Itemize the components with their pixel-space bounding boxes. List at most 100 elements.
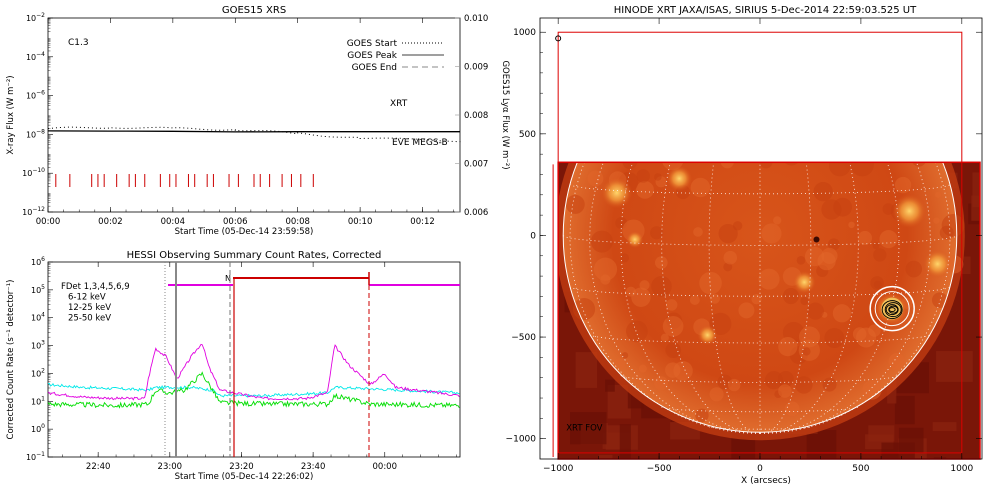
disk-texture <box>841 56 853 68</box>
flare-contour <box>885 304 899 316</box>
corona-patch <box>575 352 598 388</box>
corona-patch <box>972 172 980 208</box>
xrt-xlabel: X (arcsecs) <box>741 476 791 486</box>
xrt-y-tick-label: 500 <box>519 130 536 140</box>
goes-y-tick-label: 10−4 <box>26 51 45 62</box>
corona-patch <box>894 395 915 425</box>
disk-texture <box>760 74 774 88</box>
hessi-series-1 <box>47 371 460 409</box>
goes-x-tick-label: 00:12 <box>410 217 435 227</box>
hessi-x-tick-label: 23:20 <box>229 462 254 472</box>
hessi-legend-label: 25-50 keV <box>68 314 111 324</box>
disk-texture <box>781 81 800 100</box>
disk-texture <box>572 298 596 321</box>
goes-y2-tick-label: 0.007 <box>464 160 488 170</box>
disk-texture <box>879 230 898 249</box>
disk-texture <box>870 115 890 135</box>
flare-circle-inner <box>874 291 910 327</box>
disk-texture <box>610 104 622 116</box>
eve-megs-b-line <box>47 126 461 143</box>
hessi-y-tick-label: 10−1 <box>26 451 45 462</box>
disk-texture <box>730 104 743 117</box>
hessi-title: HESSI Observing Summary Count Rates, Cor… <box>127 250 382 261</box>
disk-texture <box>732 221 743 231</box>
disk-texture <box>826 132 837 143</box>
hessi-x-tick-label: 00:00 <box>373 462 398 472</box>
latitude-line <box>662 64 859 69</box>
disk-texture <box>764 371 783 390</box>
disk-texture <box>660 333 669 342</box>
disk-texture <box>782 287 799 305</box>
disk-texture <box>602 117 621 136</box>
hessi-series-0 <box>47 343 460 401</box>
disk-texture <box>631 287 651 307</box>
disk-texture <box>740 66 747 73</box>
disk-texture <box>905 260 923 278</box>
disk-texture <box>858 122 878 142</box>
disk-texture <box>862 380 882 400</box>
hessi-panel: HESSI Observing Summary Count Rates, Cor… <box>6 250 461 482</box>
disk-texture <box>636 180 654 199</box>
goes-xlabel: Start Time (05-Dec-14 23:59:58) <box>175 227 314 237</box>
disk-texture <box>934 191 942 198</box>
disk-texture <box>718 69 729 80</box>
xrt-y-tick-label: −1000 <box>506 435 537 445</box>
heliographic-grid <box>562 44 958 434</box>
hessi-xlabel: Start Time (05-Dec-14 22:26:02) <box>175 472 314 482</box>
disk-texture <box>642 124 648 130</box>
disk-texture <box>693 227 703 237</box>
disk-texture <box>651 275 672 297</box>
active-region <box>666 165 692 192</box>
goes-panel: GOES15 XRS 00:00 00:02 00:04 00:06 00:08 00:10… <box>6 5 510 237</box>
disk-texture <box>795 376 813 394</box>
flare-contour <box>881 300 903 320</box>
active-region <box>601 177 633 209</box>
xrt-plot-frame <box>539 17 983 460</box>
disk-texture <box>870 276 884 290</box>
hessi-legend-label: FDet 1,3,4,5,6,9 <box>61 282 130 292</box>
goes-y2-tick-label: 0.006 <box>464 208 488 218</box>
disk-texture <box>800 296 809 306</box>
corona-patch <box>806 429 837 460</box>
disk-texture <box>761 223 782 244</box>
hessi-x-tick-label: 23:40 <box>301 462 326 472</box>
goes-class-label: C1.3 <box>68 38 89 48</box>
xrt-image <box>558 42 980 460</box>
reference-marker <box>555 35 562 42</box>
disk-texture <box>847 87 859 99</box>
corona-patch <box>933 457 947 460</box>
disk-texture <box>813 181 833 202</box>
disk-texture <box>720 162 734 169</box>
disk-texture <box>868 324 881 337</box>
disk-texture <box>751 294 762 305</box>
disk-texture <box>654 376 669 391</box>
goes-y-tick-label: 10−10 <box>22 167 45 178</box>
disk-texture <box>821 199 842 220</box>
disk-texture <box>621 352 629 359</box>
disk-texture <box>600 274 611 285</box>
disk-texture <box>822 377 837 392</box>
goes-x-tick-label: 00:06 <box>223 217 248 227</box>
disk-texture <box>695 408 709 423</box>
goes-y-tick-label: 10−2 <box>26 12 45 23</box>
disk-texture <box>665 299 678 311</box>
hessi-ylabel: Corrected Count Rate (s⁻¹ detector⁻¹) <box>6 280 16 440</box>
xrt-y-tick-label: −500 <box>511 333 536 343</box>
active-region <box>780 112 800 132</box>
disk-texture <box>802 347 811 356</box>
disk-texture <box>824 327 845 348</box>
goes-title: GOES15 XRS <box>222 5 286 16</box>
disk-texture <box>866 70 879 83</box>
corona-patch <box>936 351 973 382</box>
disk-texture <box>689 295 700 305</box>
disk-texture <box>704 42 713 51</box>
disk-texture <box>634 99 655 120</box>
disk-texture <box>718 223 738 244</box>
disk-texture <box>835 79 855 99</box>
disk-texture <box>728 378 741 392</box>
xrt-x-tick-label: 0 <box>757 464 763 474</box>
latitude-line <box>709 44 811 47</box>
goes-x-tick-label: 00:10 <box>348 217 373 227</box>
active-region <box>892 194 927 229</box>
